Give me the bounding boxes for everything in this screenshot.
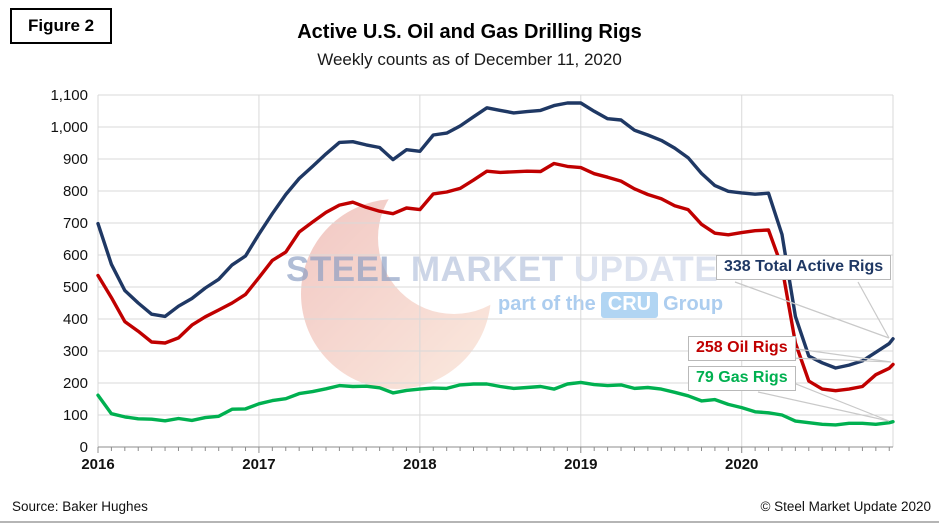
annotation-oil-rigs: 258 Oil Rigs [688,336,796,361]
svg-text:1,000: 1,000 [50,119,88,136]
svg-text:900: 900 [63,151,88,168]
svg-text:700: 700 [63,215,88,232]
svg-text:0: 0 [80,439,88,456]
svg-text:500: 500 [63,279,88,296]
svg-text:300: 300 [63,343,88,360]
svg-text:800: 800 [63,183,88,200]
copyright-text: © Steel Market Update 2020 [760,499,931,514]
annotation-total-rigs: 338 Total Active Rigs [716,255,892,280]
annotation-gas-rigs: 79 Gas Rigs [688,366,796,391]
svg-text:1,100: 1,100 [50,87,88,104]
chart-title: Active U.S. Oil and Gas Drilling Rigs [297,21,642,43]
svg-text:200: 200 [63,375,88,392]
svg-text:600: 600 [63,247,88,264]
chart-subtitle: Weekly counts as of December 11, 2020 [317,50,622,69]
svg-text:2019: 2019 [564,456,597,473]
svg-text:2018: 2018 [403,456,436,473]
figure-label: Figure 2 [10,8,113,44]
svg-text:400: 400 [63,311,88,328]
svg-text:2020: 2020 [725,456,758,473]
source-text: Source: Baker Hughes [12,499,148,514]
svg-text:100: 100 [63,407,88,424]
svg-text:2016: 2016 [81,456,114,473]
svg-text:2017: 2017 [242,456,275,473]
